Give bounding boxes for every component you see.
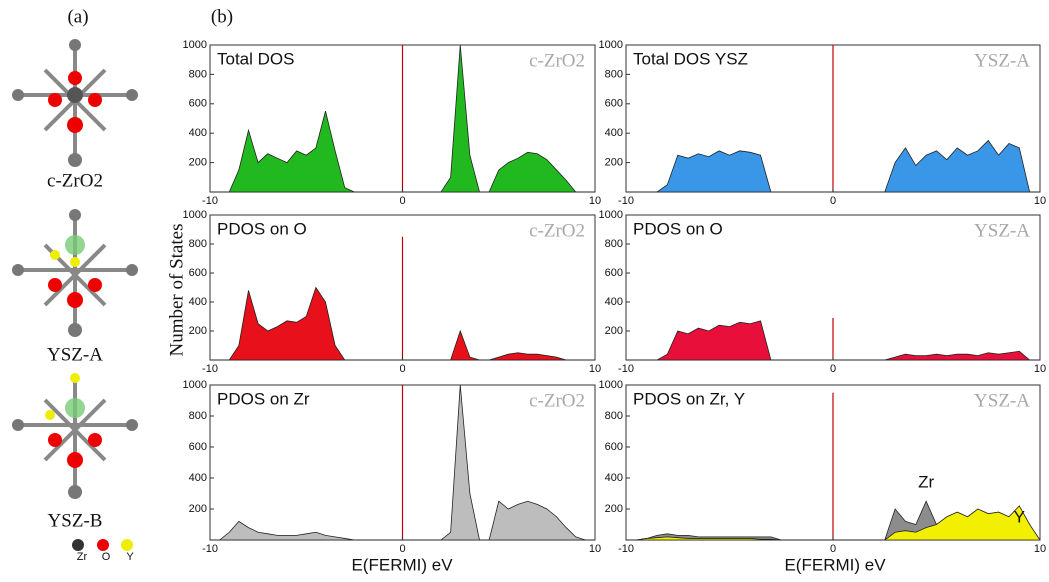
x-tick-label: -10: [202, 195, 218, 207]
panel-title: Total DOS: [217, 49, 294, 68]
x-axis-label: E(FERMI) eV: [351, 555, 453, 574]
structure-c-zro2: [12, 39, 138, 167]
x-tick-label: 10: [1034, 363, 1046, 375]
panel-label: (a): [67, 6, 88, 27]
x-tick-label: -10: [618, 195, 634, 207]
x-axis-label: E(FERMI) eV: [784, 555, 886, 574]
panel-title: Total DOS YSZ: [633, 49, 748, 68]
y-tick-label: 600: [189, 267, 207, 279]
series-label: Y: [1014, 507, 1025, 526]
y-tick-label: 1000: [183, 209, 207, 221]
y-tick-label: 800: [605, 410, 623, 422]
y-tick-label: 400: [189, 127, 207, 139]
x-tick-label: 10: [1034, 195, 1046, 207]
panel-annotation: c-ZrO2: [529, 50, 585, 71]
y-tick-label: 200: [605, 157, 623, 169]
y-tick-label: 800: [189, 68, 207, 80]
panel-label: (b): [211, 6, 233, 27]
y-tick-label: 200: [189, 503, 207, 515]
structure-label: YSZ-A: [47, 344, 103, 365]
panel-annotation: c-ZrO2: [529, 390, 585, 411]
dos-area: [210, 384, 595, 541]
y-tick-label: 1000: [599, 379, 623, 391]
x-tick-label: 10: [589, 363, 601, 375]
y-tick-label: 1000: [183, 39, 207, 51]
panel-annotation: YSZ-A: [974, 220, 1030, 241]
panel-annotation: YSZ-A: [974, 50, 1030, 71]
y-tick-label: 800: [189, 410, 207, 422]
y-tick-label: 600: [189, 98, 207, 110]
y-tick-label: 400: [605, 296, 623, 308]
x-tick-label: 0: [399, 363, 405, 375]
dos-area: [626, 320, 1040, 361]
x-tick-label: 0: [830, 543, 836, 555]
x-tick-label: 10: [589, 195, 601, 207]
y-tick-label: 200: [189, 325, 207, 337]
x-tick-label: -10: [202, 543, 218, 555]
panel-title: PDOS on O: [217, 219, 307, 238]
x-tick-label: 0: [399, 543, 405, 555]
y-tick-label: 600: [605, 441, 623, 453]
y-tick-label: 600: [189, 441, 207, 453]
y-tick-label: 400: [189, 472, 207, 484]
y-tick-label: 400: [189, 296, 207, 308]
y-tick-label: 400: [605, 472, 623, 484]
x-tick-label: 0: [399, 195, 405, 207]
y-tick-label: 800: [605, 238, 623, 250]
x-tick-label: -10: [618, 363, 634, 375]
y-tick-label: 200: [605, 325, 623, 337]
dos-area: [626, 139, 1040, 193]
panel-title: PDOS on Zr, Y: [633, 389, 745, 408]
legend-label: O: [102, 551, 111, 563]
y-axis-label: Number of States: [166, 224, 187, 357]
y-tick-label: 200: [189, 157, 207, 169]
dos-area: [210, 44, 595, 193]
y-tick-label: 600: [605, 267, 623, 279]
y-tick-label: 400: [605, 127, 623, 139]
legend-label: Zr: [77, 551, 88, 563]
panel-annotation: c-ZrO2: [529, 220, 585, 241]
x-tick-label: -10: [618, 543, 634, 555]
atom-legend: Zr O Y: [72, 539, 134, 563]
x-tick-label: 0: [830, 195, 836, 207]
dos-area: [626, 505, 1041, 541]
legend-label: Y: [126, 551, 134, 563]
dos-area: [210, 286, 595, 361]
panel-annotation: YSZ-A: [974, 390, 1030, 411]
x-tick-label: 10: [1034, 543, 1046, 555]
y-tick-label: 200: [605, 503, 623, 515]
structure-label: YSZ-B: [48, 510, 103, 531]
structure-label: c-ZrO2: [47, 170, 103, 191]
y-tick-label: 1000: [599, 39, 623, 51]
x-tick-label: -10: [202, 363, 218, 375]
structure-ysz-a: [12, 209, 138, 337]
y-tick-label: 600: [605, 98, 623, 110]
panel-title: PDOS on O: [633, 219, 723, 238]
x-tick-label: 0: [830, 363, 836, 375]
series-label: Zr: [918, 473, 934, 492]
y-tick-label: 1000: [599, 209, 623, 221]
structure-ysz-b: [12, 373, 138, 499]
x-tick-label: 10: [589, 543, 601, 555]
panel-title: PDOS on Zr: [217, 389, 310, 408]
y-tick-label: 800: [189, 238, 207, 250]
y-tick-label: 800: [605, 68, 623, 80]
y-tick-label: 1000: [183, 379, 207, 391]
